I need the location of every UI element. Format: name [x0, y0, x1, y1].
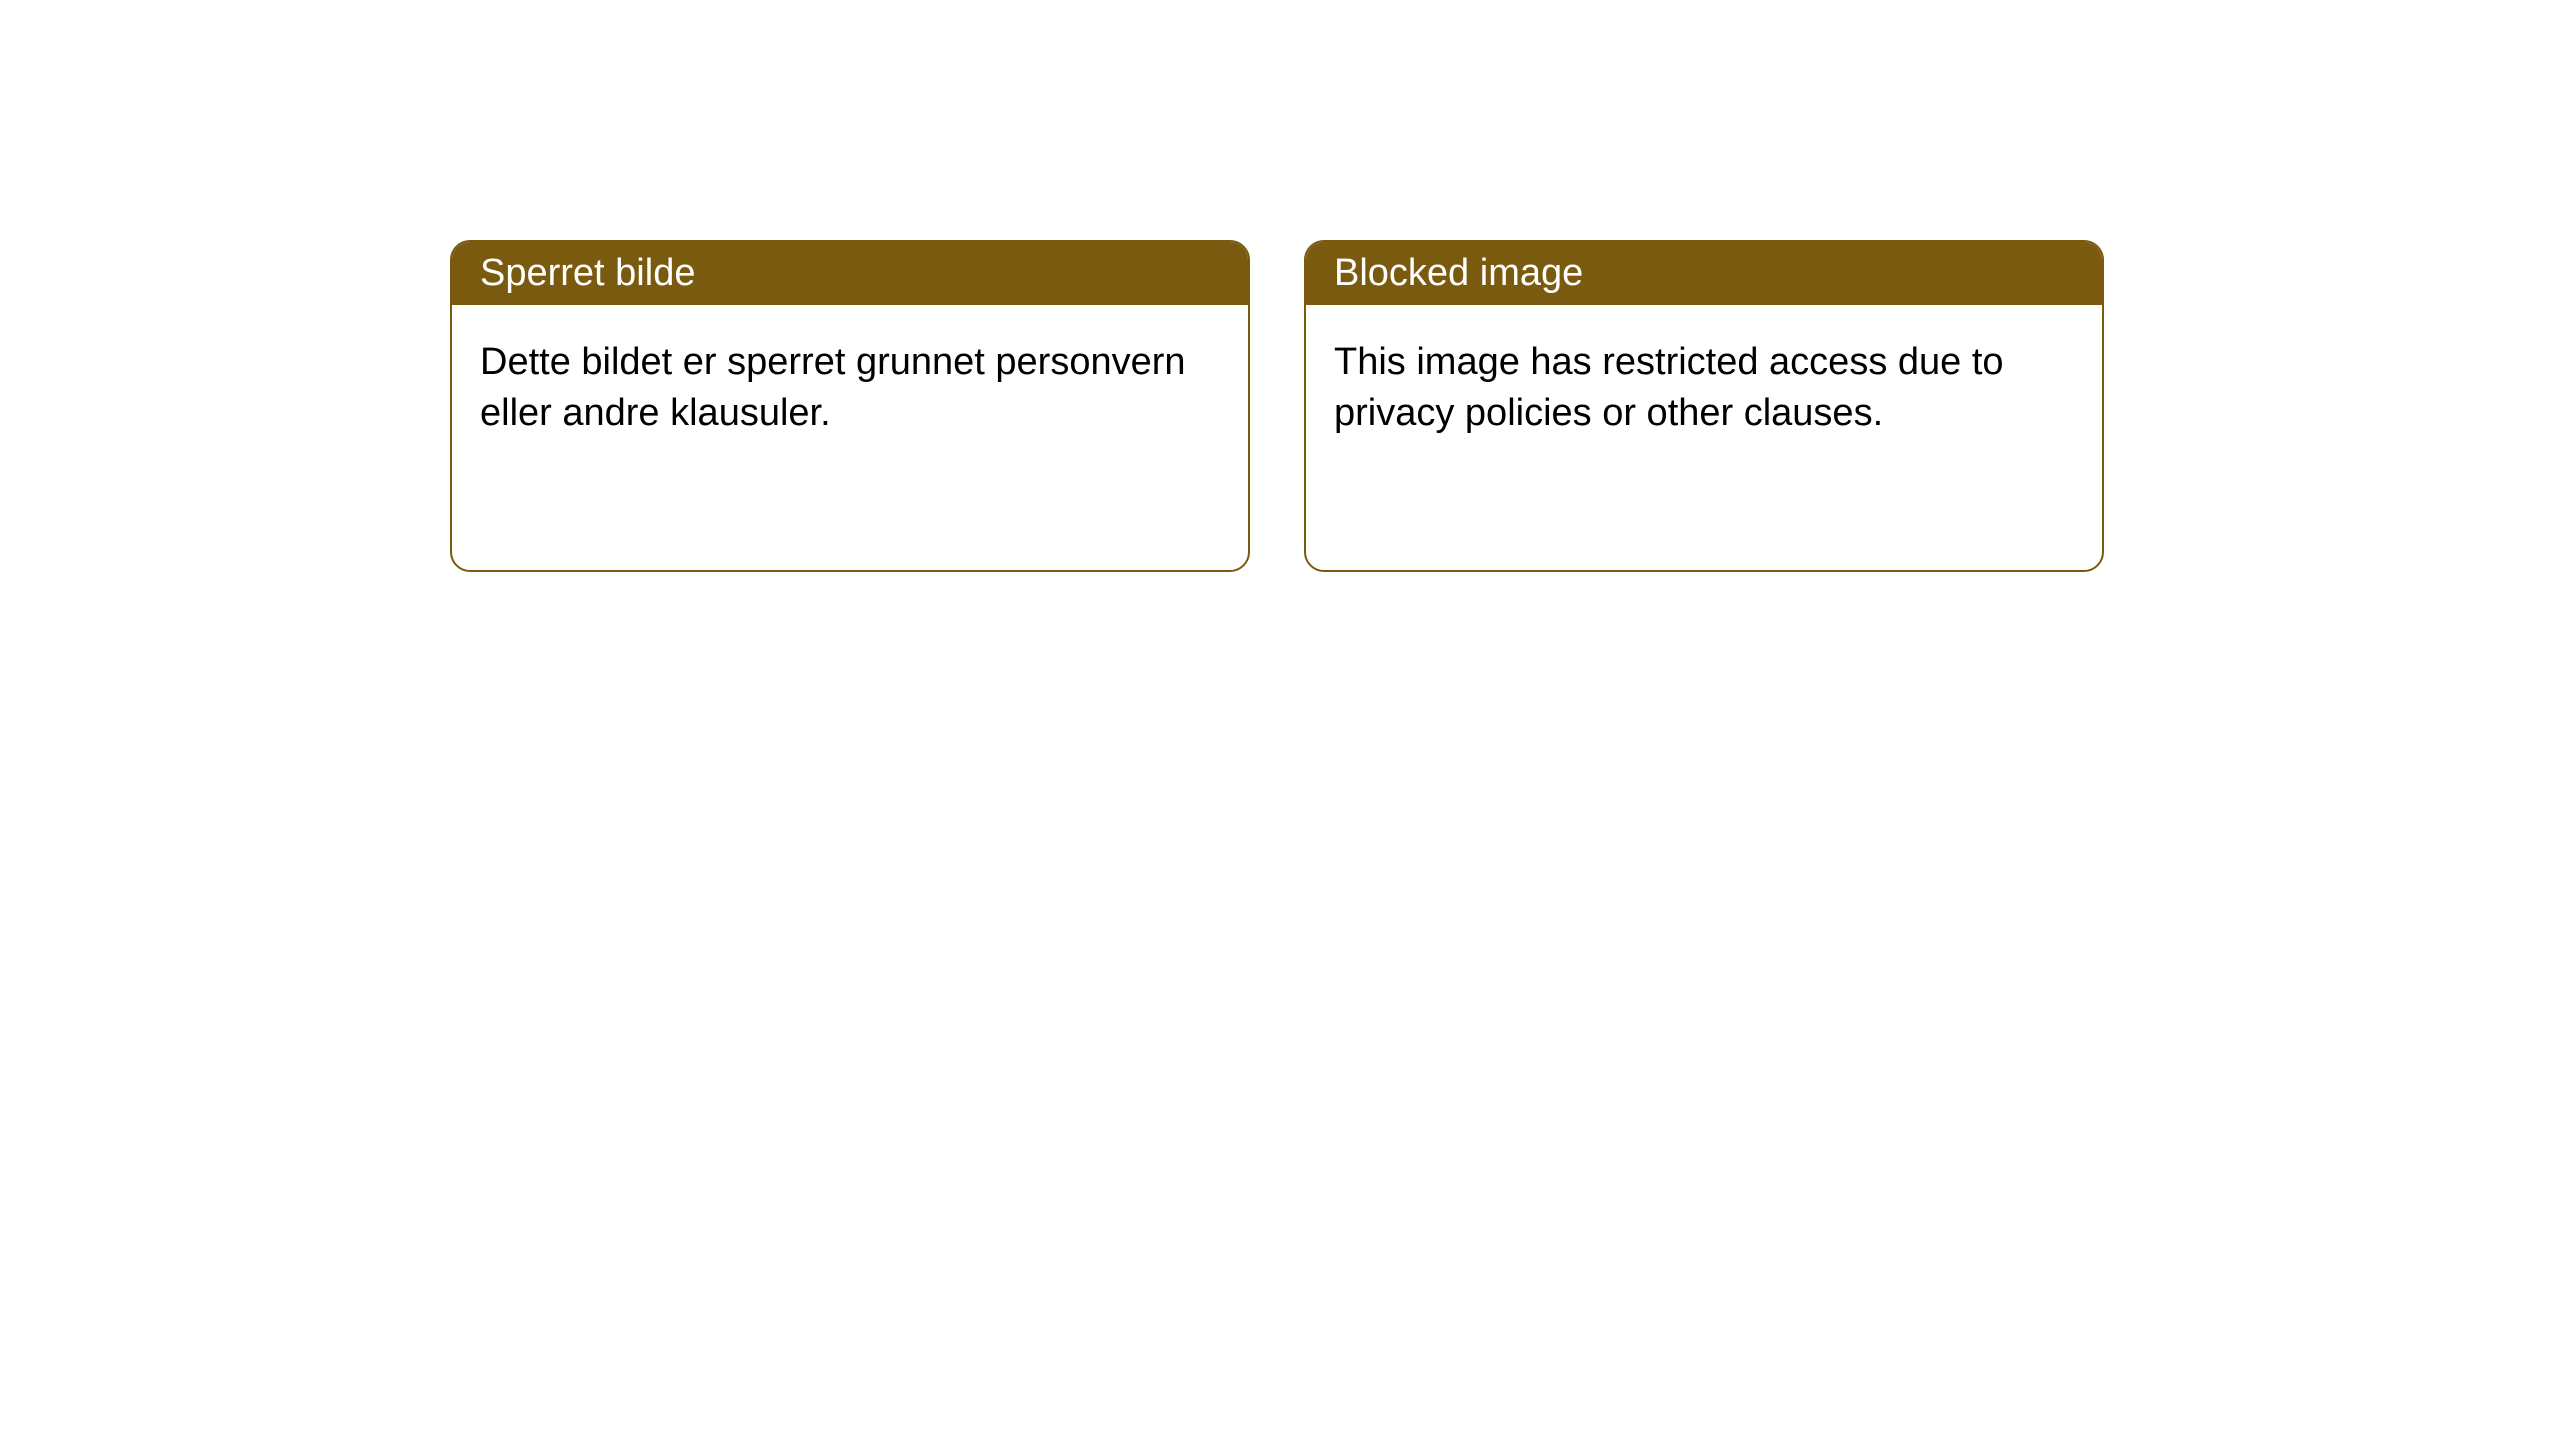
card-body-text: Dette bildet er sperret grunnet personve…: [480, 341, 1186, 434]
card-header-english: Blocked image: [1306, 242, 2102, 305]
card-body-text: This image has restricted access due to …: [1334, 341, 2004, 434]
card-body-norwegian: Dette bildet er sperret grunnet personve…: [452, 305, 1248, 472]
cards-container: Sperret bilde Dette bildet er sperret gr…: [450, 240, 2560, 572]
card-title: Blocked image: [1334, 252, 1583, 294]
card-body-english: This image has restricted access due to …: [1306, 305, 2102, 472]
card-english: Blocked image This image has restricted …: [1304, 240, 2104, 572]
card-header-norwegian: Sperret bilde: [452, 242, 1248, 305]
card-norwegian: Sperret bilde Dette bildet er sperret gr…: [450, 240, 1250, 572]
card-title: Sperret bilde: [480, 252, 695, 294]
